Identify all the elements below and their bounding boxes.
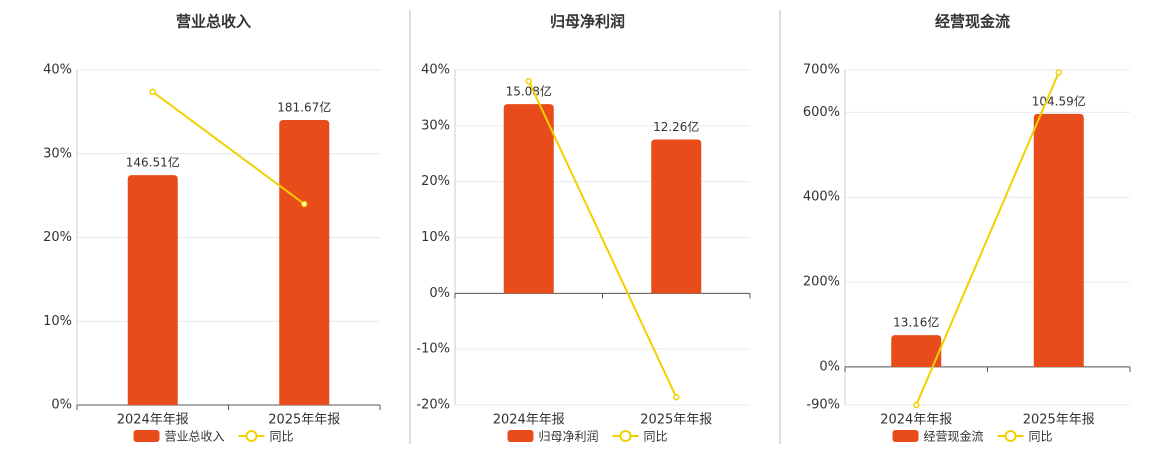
y-tick-label: 0% xyxy=(819,359,840,374)
legend-label: 归母净利润 xyxy=(539,430,599,444)
legend-label: 同比 xyxy=(270,430,294,444)
x-tick-label: 2025年年报 xyxy=(1023,413,1095,428)
chart-title: 归母净利润 xyxy=(550,13,625,31)
bar xyxy=(127,175,178,405)
y-tick-label: 200% xyxy=(803,275,840,290)
bar xyxy=(1033,113,1084,367)
line-point xyxy=(1055,69,1062,76)
line xyxy=(915,72,1060,406)
y-tick-label: 40% xyxy=(43,63,72,78)
legend-label: 经营现金流 xyxy=(924,429,984,444)
x-tick-label: 2024年年报 xyxy=(880,413,952,428)
y-tick-label: 30% xyxy=(421,118,450,133)
chart-title: 营业总收入 xyxy=(176,13,251,31)
y-tick-label: 40% xyxy=(421,63,450,78)
legend-label: 营业总收入 xyxy=(165,430,225,444)
legend-swatch xyxy=(507,430,534,442)
chart-title: 经营现金流 xyxy=(935,13,1010,31)
value-label: 12.26亿 xyxy=(653,119,699,134)
value-label: 13.16亿 xyxy=(893,315,939,330)
y-tick-label: 20% xyxy=(421,174,450,189)
line-point xyxy=(525,77,532,85)
y-tick-label: -90% xyxy=(806,398,840,413)
y-tick-label: 30% xyxy=(43,146,72,161)
x-tick-label: 2024年年报 xyxy=(117,413,189,428)
line xyxy=(527,80,678,398)
x-tick-label: 2024年年报 xyxy=(493,413,565,428)
bar xyxy=(651,139,702,294)
line xyxy=(152,90,305,205)
y-tick-label: 10% xyxy=(421,230,450,245)
line-point xyxy=(913,401,920,409)
value-label: 104.59亿 xyxy=(1032,93,1086,108)
bar xyxy=(279,119,330,405)
y-tick-label: 20% xyxy=(43,230,72,245)
legend-swatch xyxy=(1004,430,1017,442)
y-tick-label: 0% xyxy=(429,286,450,301)
x-tick-label: 2025年年报 xyxy=(268,413,340,428)
value-label: 15.08亿 xyxy=(506,84,552,99)
line-point xyxy=(673,393,680,401)
legend-swatch xyxy=(245,430,258,442)
line-point xyxy=(149,88,156,96)
y-tick-label: -20% xyxy=(416,398,450,413)
legend-swatch xyxy=(892,430,919,442)
y-tick-label: 700% xyxy=(803,63,840,78)
x-tick-label: 2025年年报 xyxy=(640,413,712,428)
legend-label: 同比 xyxy=(644,430,668,444)
bar xyxy=(891,335,942,367)
value-label: 146.51亿 xyxy=(126,155,180,170)
y-tick-label: 0% xyxy=(51,398,72,413)
y-tick-label: 10% xyxy=(43,314,72,329)
legend-swatch xyxy=(133,430,160,442)
bar xyxy=(503,104,554,294)
y-tick-label: 600% xyxy=(803,105,840,120)
y-tick-label: -10% xyxy=(416,342,450,357)
legend-swatch xyxy=(619,430,632,442)
line-point xyxy=(301,200,308,208)
y-tick-label: 400% xyxy=(803,190,840,205)
value-label: 181.67亿 xyxy=(277,99,331,114)
legend-label: 同比 xyxy=(1029,430,1053,444)
